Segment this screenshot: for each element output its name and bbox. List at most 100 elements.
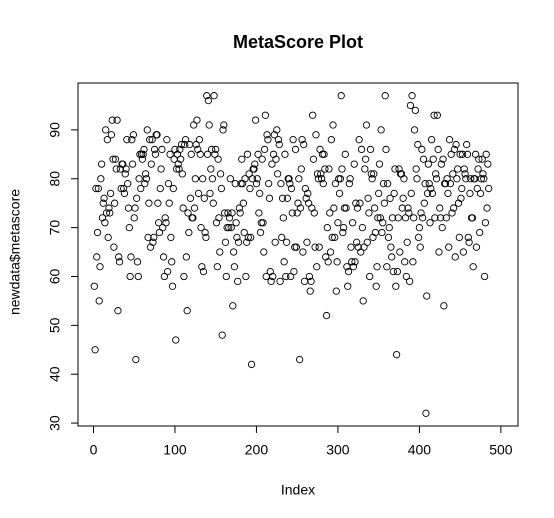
point <box>342 204 350 212</box>
point <box>99 199 107 207</box>
point <box>281 150 289 158</box>
point <box>374 214 382 222</box>
point <box>480 272 489 281</box>
point <box>105 204 113 212</box>
point <box>285 175 293 183</box>
point <box>373 263 381 271</box>
point <box>377 126 385 134</box>
point <box>107 131 116 139</box>
point <box>221 209 229 217</box>
point <box>381 92 389 100</box>
point <box>418 145 426 154</box>
point <box>157 165 165 173</box>
point <box>375 160 384 168</box>
point <box>466 189 474 198</box>
point <box>358 223 367 232</box>
point <box>338 165 346 173</box>
point <box>359 297 367 305</box>
point <box>177 155 185 163</box>
point <box>456 150 464 158</box>
x-tick-label: 300 <box>326 442 350 458</box>
point <box>158 145 166 154</box>
point <box>159 253 168 261</box>
point <box>346 175 354 183</box>
point <box>272 155 280 163</box>
point <box>436 214 445 222</box>
point <box>378 228 386 237</box>
point <box>396 248 404 256</box>
point <box>348 219 357 227</box>
point <box>184 209 192 217</box>
point <box>117 184 125 193</box>
point <box>361 165 369 173</box>
y-tick-label: 90 <box>47 122 63 138</box>
point <box>251 116 260 124</box>
point <box>253 175 261 183</box>
point <box>388 253 396 261</box>
point <box>247 360 256 369</box>
point <box>103 136 111 144</box>
point <box>446 180 455 188</box>
point <box>231 180 239 188</box>
point <box>111 155 120 163</box>
point <box>362 121 371 129</box>
point <box>293 209 301 217</box>
point <box>298 136 306 144</box>
point <box>452 140 460 149</box>
point <box>328 233 336 242</box>
point <box>96 263 104 271</box>
point <box>226 175 235 183</box>
point <box>190 121 198 129</box>
point <box>304 199 313 207</box>
point <box>166 150 174 158</box>
point <box>295 175 303 183</box>
point <box>94 184 103 193</box>
point <box>191 175 199 183</box>
point <box>334 219 342 227</box>
point <box>159 223 167 232</box>
point <box>229 302 237 310</box>
point <box>464 233 472 242</box>
point <box>388 214 397 222</box>
point <box>385 223 393 232</box>
point <box>274 136 283 144</box>
point <box>151 150 160 158</box>
point <box>112 165 120 173</box>
point <box>474 165 482 173</box>
point <box>382 145 390 154</box>
point <box>481 219 490 227</box>
point <box>278 233 286 242</box>
point <box>448 209 456 217</box>
point <box>268 160 276 168</box>
point <box>273 170 282 178</box>
point <box>194 189 203 198</box>
point <box>453 175 461 183</box>
point <box>323 223 331 232</box>
point <box>379 219 387 227</box>
point <box>169 184 177 193</box>
point <box>332 287 340 295</box>
point <box>124 204 133 212</box>
point <box>282 238 291 246</box>
point <box>461 170 469 178</box>
point <box>238 155 246 163</box>
point <box>329 121 337 129</box>
point <box>379 180 388 188</box>
point <box>331 180 340 188</box>
point <box>121 170 129 178</box>
y-axis-label: newdata$metascore <box>7 189 23 315</box>
point <box>473 184 481 193</box>
point <box>167 233 175 242</box>
point <box>429 155 437 163</box>
point <box>406 101 415 110</box>
point <box>275 140 283 149</box>
point <box>479 170 487 178</box>
point <box>463 140 471 149</box>
point <box>409 258 417 266</box>
point <box>455 233 463 242</box>
point <box>241 175 249 183</box>
point <box>131 204 139 212</box>
point <box>218 331 226 339</box>
point <box>250 165 258 173</box>
